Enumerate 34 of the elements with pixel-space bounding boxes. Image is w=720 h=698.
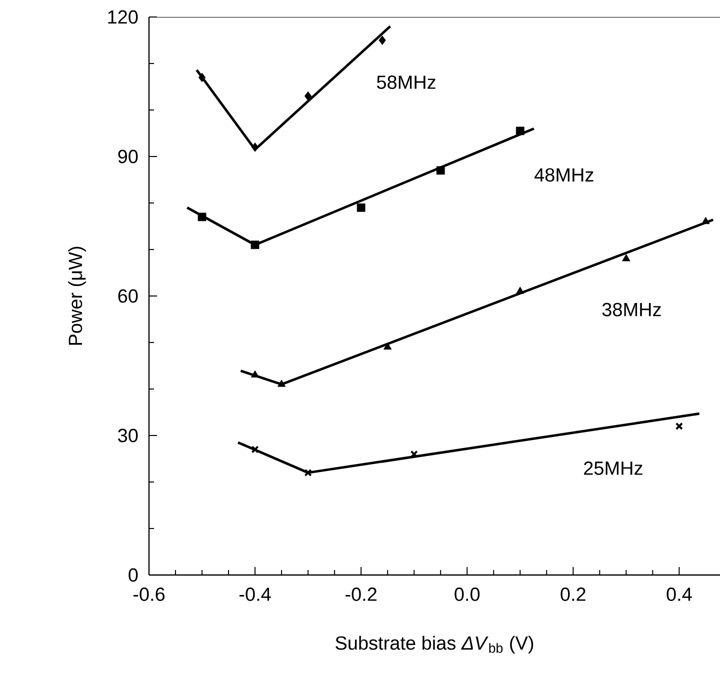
point	[304, 91, 312, 101]
point	[304, 468, 312, 477]
y-tick-label: 30	[118, 428, 138, 442]
point	[356, 203, 366, 212]
point	[702, 216, 710, 224]
point	[410, 450, 418, 458]
point	[516, 126, 524, 136]
point	[378, 36, 386, 45]
x-tick-label: 0.2	[560, 588, 586, 601]
series-label: 48MHz	[534, 168, 594, 182]
series-label: 58MHz	[376, 76, 436, 89]
text: 38MHz	[602, 302, 661, 316]
point	[516, 286, 524, 294]
x-tick-label: -0.4	[240, 588, 271, 601]
y-tick-label: 60	[118, 289, 138, 303]
point	[250, 240, 260, 250]
text: 25MHz	[584, 461, 642, 475]
x-tick-label: 0.0	[454, 588, 480, 601]
point	[251, 446, 259, 454]
x-axis-title: Substrate bias ΔV$_{bb}$ (V)	[336, 636, 534, 654]
point	[198, 72, 206, 82]
point	[436, 166, 445, 175]
y-tick-label: 120	[108, 10, 138, 24]
point	[384, 342, 392, 350]
y-tick-label: 0	[128, 568, 138, 582]
point	[277, 380, 286, 387]
point	[675, 422, 683, 430]
x-tick-label: -0.6	[133, 588, 165, 601]
x-tick-label: -0.2	[346, 588, 376, 601]
x-tick-label: 0.4	[666, 588, 692, 601]
point	[622, 254, 630, 262]
y-axis-title: Power (μW)	[68, 246, 86, 345]
y-tick-label: 90	[118, 150, 138, 164]
point	[198, 212, 206, 222]
